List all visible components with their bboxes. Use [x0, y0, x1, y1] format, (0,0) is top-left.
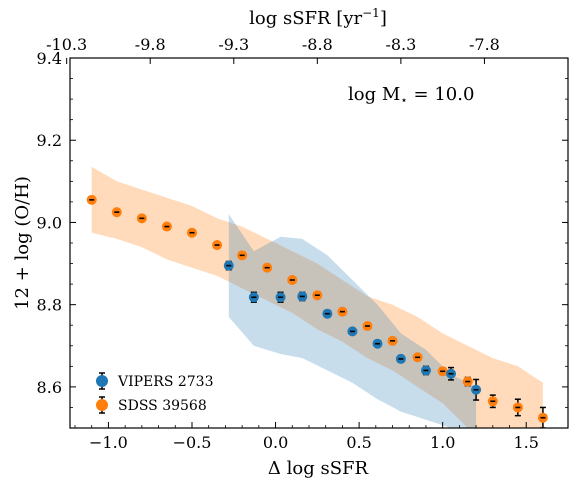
mass-annotation-main: log M [348, 84, 400, 105]
data-points [86, 194, 548, 428]
mass-annotation: log M⋆ = 10.0 [348, 84, 474, 107]
x-tick-label: 1.0 [430, 433, 455, 452]
y-tick-label: 9.4 [37, 49, 62, 68]
mass-annotation-value: = 10.0 [408, 84, 475, 105]
legend-item-vipers: VIPERS 2733 [96, 372, 214, 390]
y-tick-label: 8.8 [37, 296, 62, 315]
top-tick-label: -10.3 [46, 35, 87, 54]
x-tick-label: 0.5 [346, 433, 371, 452]
top-tick-label: -9.3 [218, 35, 249, 54]
y-axis-label: 12 + log (O/H) [12, 176, 33, 310]
legend-item-sdss: SDSS 39568 [96, 396, 207, 414]
band-vipers [228, 214, 477, 428]
top-axis-label-exponent: −1 [362, 6, 380, 20]
top-axis-label-close: ] [380, 8, 387, 29]
x-tick-label: 0.0 [263, 433, 288, 452]
top-tick-label: -8.3 [385, 35, 416, 54]
y-tick-label: 9.2 [37, 131, 62, 150]
legend-vipers-label: VIPERS 2733 [117, 374, 214, 390]
legend-sdss-label: SDSS 39568 [118, 398, 207, 414]
top-tick-label: -9.8 [135, 35, 166, 54]
legend-sdss-marker [96, 399, 108, 411]
top-axis-label-main: log sSFR [yr [249, 8, 362, 29]
x-tick-label: −0.5 [173, 433, 212, 452]
top-tick-label: -8.8 [302, 35, 333, 54]
top-axis-label: log sSFR [yr−1] [249, 6, 387, 29]
legend: VIPERS 2733 SDSS 39568 [96, 372, 214, 414]
top-tick-label: -7.8 [469, 35, 500, 54]
y-tick-label: 9.0 [37, 213, 62, 232]
y-tick-label: 8.6 [37, 378, 62, 397]
x-tick-label: −1.0 [89, 433, 128, 452]
x-tick-label: 1.5 [513, 433, 538, 452]
legend-vipers-marker [96, 375, 108, 387]
mass-annotation-sub: ⋆ [400, 93, 408, 107]
x-axis-label: Δ log sSFR [268, 458, 369, 479]
axis-ticks: −1.0 −0.5 0.0 0.5 1.0 1.5 8.6 8.8 9.0 9.2 9.4-10.3… [37, 35, 568, 452]
